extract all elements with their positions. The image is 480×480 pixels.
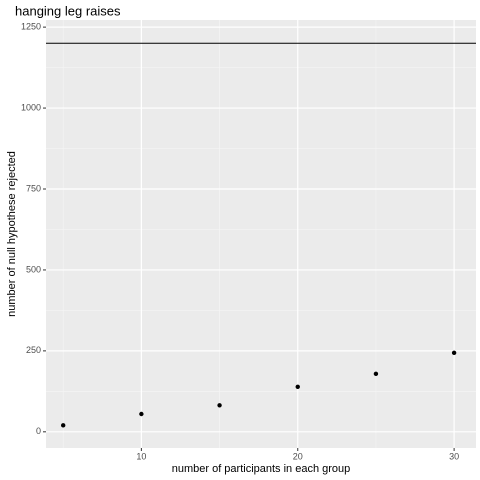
x-tick-label: 10 xyxy=(136,451,146,461)
chart-title: hanging leg raises xyxy=(15,3,121,18)
y-tick-label: 500 xyxy=(26,264,41,274)
y-axis-label: number of null hypothese rejected xyxy=(6,151,18,317)
plot-panel xyxy=(46,20,476,448)
y-tick-label: 1250 xyxy=(21,21,41,31)
point xyxy=(139,411,144,417)
point xyxy=(61,423,66,428)
point xyxy=(451,350,457,356)
y-tick-label: 1000 xyxy=(21,102,41,112)
point xyxy=(373,371,379,377)
y-tick-label: 0 xyxy=(36,426,41,436)
point xyxy=(217,403,222,408)
x-axis-label: number of participants in each group xyxy=(172,463,351,475)
point xyxy=(295,384,300,390)
y-tick-label: 750 xyxy=(26,183,41,193)
x-tick-label: 20 xyxy=(293,451,303,461)
y-tick-label: 250 xyxy=(26,345,41,355)
x-tick-label: 30 xyxy=(449,451,459,461)
